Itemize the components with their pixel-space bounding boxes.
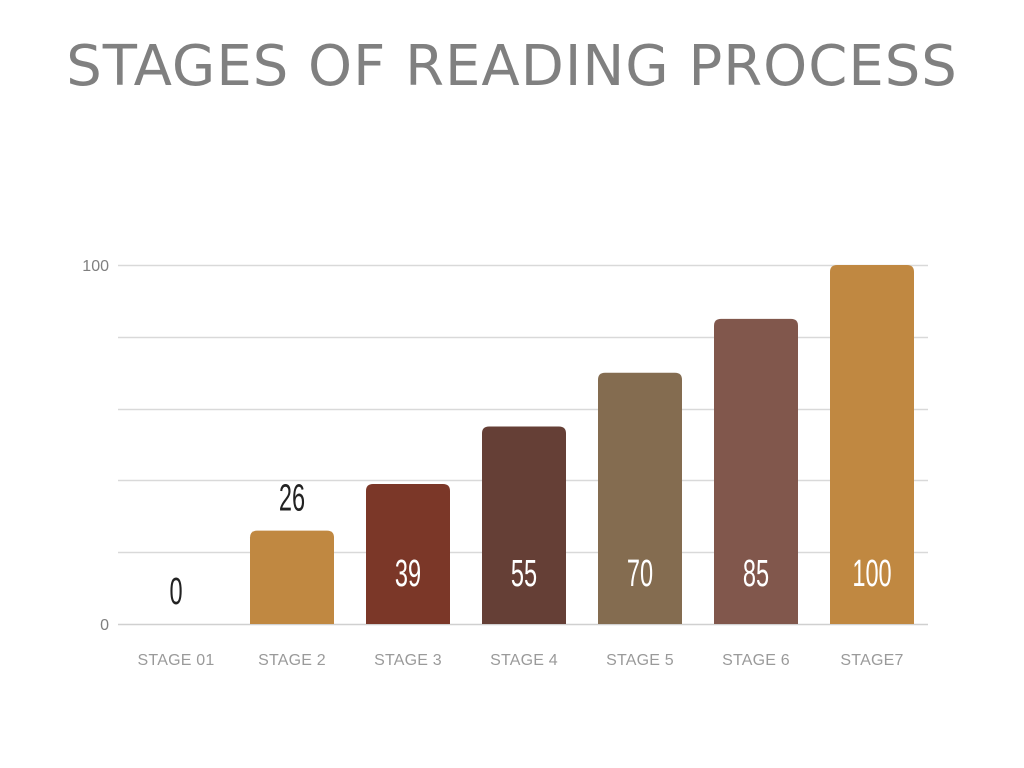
x-tick-label: STAGE 3: [374, 652, 442, 669]
y-axis-ticks: 0 100: [82, 258, 109, 634]
data-label: 70: [627, 551, 653, 594]
x-tick-label: STAGE 01: [138, 652, 215, 669]
data-label: 100: [852, 551, 891, 594]
x-tick-label: STAGE7: [840, 652, 903, 669]
x-tick-label: STAGE 4: [490, 652, 558, 669]
y-tick-label-min: 0: [100, 617, 109, 634]
chart-data-labels: 0 26 39 55 70 85 100: [169, 476, 891, 613]
x-axis-categories: STAGE 01 STAGE 2 STAGE 3 STAGE 4 STAGE 5 STAG…: [138, 652, 904, 669]
bar: [830, 265, 914, 624]
data-label: 39: [395, 551, 421, 594]
x-tick-label: STAGE 5: [606, 652, 674, 669]
x-tick-label: STAGE 2: [258, 652, 326, 669]
data-label: 85: [743, 551, 769, 594]
slide-title: STAGES OF READING PROCESS: [66, 34, 958, 99]
bar: [598, 372, 682, 624]
chart-bars: [250, 265, 914, 624]
bar: [250, 530, 334, 624]
bar: [714, 318, 798, 624]
data-label: 26: [279, 476, 305, 519]
x-tick-label: STAGE 6: [722, 652, 790, 669]
data-label: 0: [169, 569, 182, 612]
bar: [366, 483, 450, 624]
bar: [482, 426, 566, 624]
y-tick-label-max: 100: [82, 258, 109, 275]
data-label: 55: [511, 551, 537, 594]
